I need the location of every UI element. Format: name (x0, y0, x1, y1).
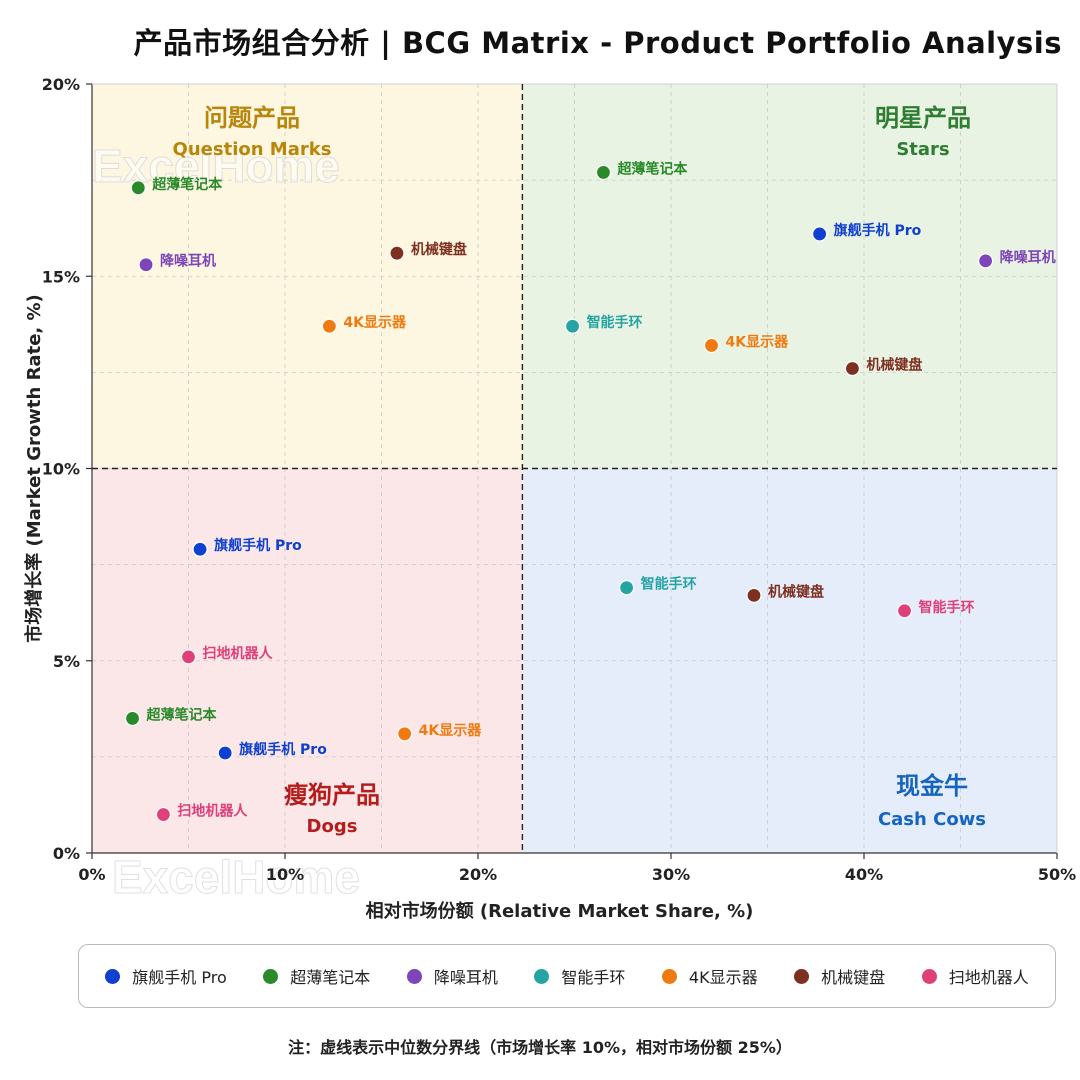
point-label: 4K显示器 (343, 315, 407, 331)
x-tick-label: 20% (459, 865, 497, 884)
point-label: 4K显示器 (419, 723, 483, 739)
legend-marker-icon (263, 968, 279, 984)
point-0-1 (192, 541, 208, 557)
point-label: 超薄笔记本 (616, 160, 688, 177)
chart-legend: 旗舰手机 Pro 超薄笔记本 降噪耳机 智能手环 4K显示器 机械键盘 扫地机器人 (78, 944, 1056, 1008)
point-4-2 (397, 726, 413, 742)
point-label: 机械键盘 (768, 583, 824, 600)
legend-item: 4K显示器 (661, 964, 758, 988)
chart-title: 产品市场组合分析 | BCG Matrix - Product Portfoli… (133, 26, 1062, 60)
point-1-1 (130, 180, 146, 196)
point-3-0 (564, 318, 581, 334)
point-4-1 (321, 318, 337, 334)
point-4-0 (703, 337, 720, 354)
legend-item: 扫地机器人 (921, 964, 1029, 988)
legend-marker-icon (105, 968, 121, 984)
legend-marker-icon (794, 968, 810, 984)
quadrant-question-bg (92, 84, 523, 469)
point-6-2 (896, 603, 913, 619)
legend-marker-icon (534, 968, 550, 984)
point-label: 旗舰手机 Pro (834, 222, 922, 239)
legend-item: 智能手环 (534, 964, 625, 988)
y-tick-label: 5% (53, 652, 80, 671)
legend-item: 旗舰手机 Pro (105, 964, 227, 988)
x-tick-label: 40% (845, 865, 883, 884)
legend-item: 机械键盘 (794, 964, 885, 988)
point-5-1 (389, 245, 405, 261)
x-tick-label: 10% (266, 865, 304, 884)
x-axis-title: 相对市场份额 (Relative Market Share, %) (366, 900, 754, 922)
x-tick-label: 30% (652, 865, 690, 884)
y-tick-label: 15% (42, 267, 80, 286)
legend-label: 机械键盘 (821, 968, 886, 987)
point-label: 智能手环 (640, 576, 697, 593)
point-label: 机械键盘 (866, 357, 922, 374)
quadrant-label-question: 问题产品 (204, 104, 300, 132)
point-1-2 (124, 710, 141, 727)
point-label: 旗舰手机 Pro (239, 741, 327, 758)
legend-marker-icon (406, 968, 422, 984)
legend-label: 降噪耳机 (433, 968, 498, 987)
quadrant-label-stars: 明星产品 (875, 104, 971, 132)
footnote: 注：虚线表示中位数分界线（市场增长率 10%，相对市场份额 25%） (288, 1038, 792, 1057)
quadrant-label-cows-en: Cash Cows (878, 809, 986, 830)
watermark-text: ExcelHome (112, 851, 360, 903)
point-2-0 (977, 253, 994, 269)
point-6-1 (155, 806, 172, 823)
point-label: 降噪耳机 (1000, 249, 1056, 266)
point-label: 智能手环 (918, 599, 975, 616)
legend-label: 智能手环 (561, 968, 626, 987)
point-label: 扫地机器人 (203, 645, 274, 662)
point-label: 超薄笔记本 (146, 706, 218, 723)
y-tick-label: 0% (53, 844, 80, 863)
y-tick-label: 20% (42, 75, 80, 94)
point-label: 智能手环 (586, 314, 643, 331)
legend-item: 超薄笔记本 (263, 964, 370, 988)
quadrant-label-cows: 现金牛 (896, 772, 968, 800)
quadrant-label-dogs-en: Dogs (307, 816, 358, 837)
legend-marker-icon (661, 968, 677, 984)
legend-label: 扫地机器人 (948, 968, 1029, 987)
point-label: 扫地机器人 (177, 803, 248, 820)
quadrant-dogs-bg (92, 468, 523, 853)
x-tick-label: 0% (78, 865, 105, 884)
y-axis-title: 市场增长率 (Market Growth Rate, %) (23, 294, 45, 643)
point-label: 降噪耳机 (160, 253, 216, 270)
point-label: 4K显示器 (726, 334, 790, 350)
legend-label: 超薄笔记本 (290, 968, 371, 987)
quadrant-label-question-en: Question Marks (173, 139, 332, 160)
point-0-2 (217, 745, 233, 761)
quadrant-label-dogs: 瘦狗产品 (284, 781, 380, 809)
point-5-2 (746, 587, 762, 603)
point-3-1 (619, 580, 635, 596)
legend-marker-icon (921, 968, 937, 984)
point-6-0 (180, 649, 197, 665)
x-tick-label: 50% (1038, 865, 1076, 884)
legend-label: 4K显示器 (688, 968, 758, 987)
point-2-1 (138, 257, 154, 273)
point-label: 旗舰手机 Pro (214, 537, 302, 554)
point-label: 机械键盘 (411, 241, 467, 258)
legend-label: 旗舰手机 Pro (132, 968, 227, 987)
point-5-0 (844, 360, 861, 377)
point-0-0 (812, 226, 828, 242)
quadrant-label-stars-en: Stars (896, 139, 949, 160)
y-tick-label: 10% (42, 460, 80, 479)
point-label: 超薄笔记本 (151, 176, 223, 193)
legend-item: 降噪耳机 (406, 964, 498, 988)
point-1-0 (595, 164, 612, 181)
